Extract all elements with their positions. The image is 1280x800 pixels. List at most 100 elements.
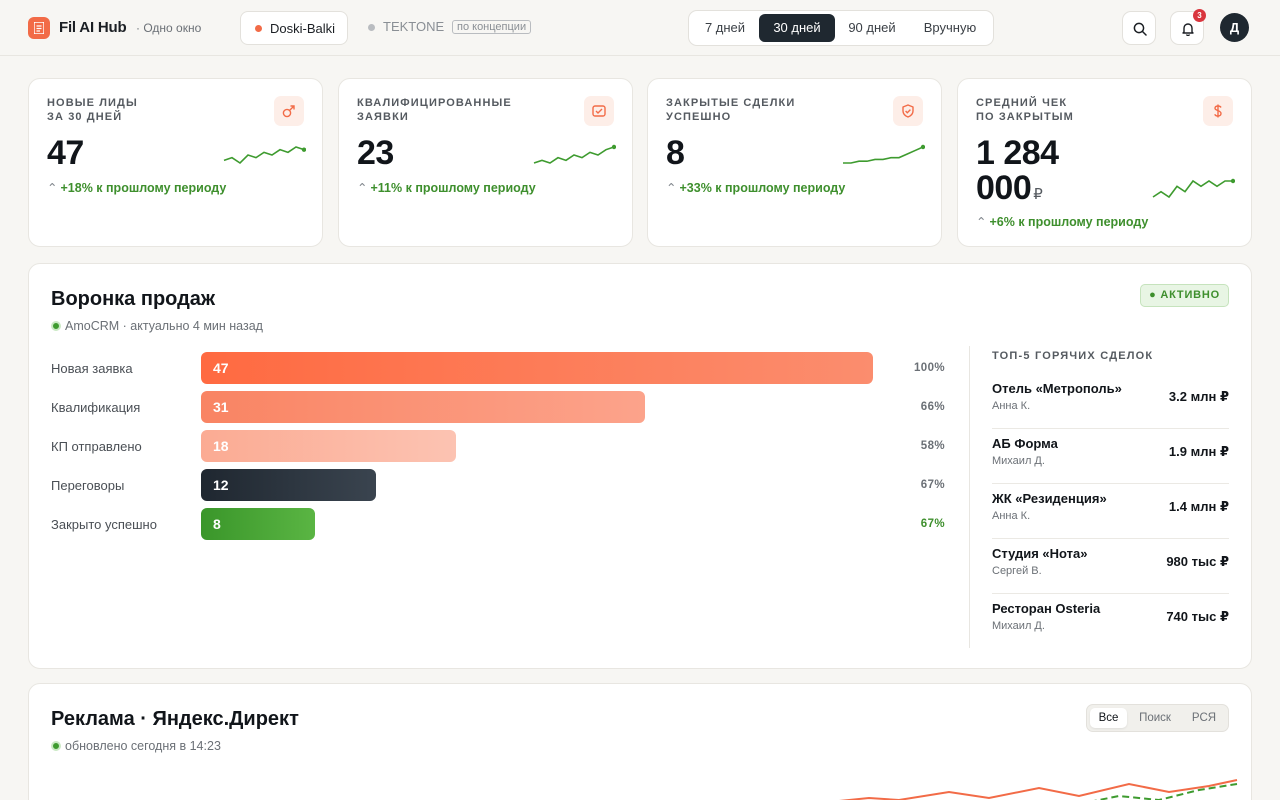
kpi-card-closed-deals[interactable]: Закрытые сделки успешно 8 ⌃ +33% к прошлом…: [647, 78, 942, 247]
kpi-sparkline: [1152, 178, 1235, 199]
client-name: TEKTONE: [383, 19, 445, 34]
bar-value: 18: [213, 438, 229, 454]
funnel-bar-new[interactable]: 47: [201, 352, 873, 384]
top-bar: Fil AI Hub · Одно окно Doski-Balki TEKTO…: [0, 0, 1280, 56]
deal-name: Ресторан Osteria: [992, 601, 1101, 616]
period-switcher: 7 дней 30 дней 90 дней Вручную: [688, 10, 994, 46]
sparkline-endpoint: [920, 144, 925, 150]
document-icon: [34, 22, 44, 34]
stage-label: Квалификация: [51, 400, 141, 415]
kpi-delta: ⌃ +11% к прошлому периоду: [357, 181, 536, 195]
deal-name: Отель «Метрополь»: [992, 381, 1122, 396]
dollar-icon: [1214, 104, 1222, 118]
stage-label: КП отправлено: [51, 439, 142, 454]
funnel-bar-closed-won[interactable]: 8: [201, 508, 315, 540]
deal-name: ЖК «Резиденция»: [992, 491, 1107, 506]
kpi-card-qualified[interactable]: Квалифицированные заявки 23 ⌃ +11% к прошл…: [338, 78, 633, 247]
period-30-days[interactable]: 30 дней: [759, 14, 835, 42]
stage-label: Переговоры: [51, 478, 125, 493]
tab-all[interactable]: Все: [1090, 708, 1127, 728]
kpi-sparkline: [223, 146, 306, 165]
kpi-title: Новые лиды за 30 дней: [47, 97, 138, 123]
check-square-icon: [592, 105, 606, 117]
kpi-value: 23: [357, 134, 394, 172]
deal-row[interactable]: АБ Форма Михаил Д. 1.9 млн ₽: [992, 429, 1229, 484]
deal-sum: 980 тыс ₽: [1166, 554, 1229, 569]
stage-label: Закрыто успешно: [51, 517, 157, 532]
bar-value: 12: [213, 477, 229, 493]
kpi-title: Квалифицированные заявки: [357, 97, 512, 123]
ads-card: Реклама · Яндекс.Директ обновлено сегодн…: [28, 683, 1252, 800]
client-selector-active[interactable]: Doski-Balki: [240, 11, 348, 45]
ads-line-spend: [838, 779, 1238, 800]
sales-funnel-card: Воронка продаж AmoCRM · актуально 4 мин …: [28, 263, 1252, 669]
notifications-badge: 3: [1193, 9, 1206, 22]
funnel-bar-negotiation[interactable]: 12: [201, 469, 376, 501]
period-90-days[interactable]: 90 дней: [848, 20, 896, 35]
sparkline-path: [1152, 179, 1233, 199]
divider: [969, 346, 970, 648]
sync-status-dot: [51, 741, 61, 751]
kpi-sparkline: [533, 144, 616, 164]
stage-conversion: 67%: [920, 479, 945, 491]
funnel-bar-qualification[interactable]: 31: [201, 391, 645, 423]
tab-search[interactable]: Поиск: [1139, 712, 1171, 724]
search-button[interactable]: [1122, 11, 1156, 45]
search-icon: [1133, 22, 1147, 36]
deal-row[interactable]: Студия «Нота» Сергей В. 980 тыс ₽: [992, 539, 1229, 594]
kpi-value-line1: 1 284: [976, 134, 1059, 172]
bell-icon: [1182, 23, 1194, 36]
kpi-icon-box: [1203, 96, 1233, 126]
trend-up-icon: ⌃: [357, 181, 368, 195]
deal-row[interactable]: ЖК «Резиденция» Анна К. 1.4 млн ₽: [992, 484, 1229, 539]
trend-up-icon: ⌃: [666, 181, 677, 195]
client-tag: по концепции: [452, 20, 532, 34]
sync-status-dot: [51, 321, 61, 331]
tab-rsya[interactable]: РСЯ: [1191, 712, 1217, 724]
stage-conversion: 67%: [920, 518, 945, 530]
client-status-dot: [255, 25, 262, 32]
sparkline-path: [843, 146, 924, 164]
kpi-value: 47: [47, 134, 84, 172]
deal-manager: Анна К.: [992, 510, 1031, 522]
deal-sum: 740 тыс ₽: [1166, 609, 1229, 624]
top-deals-title: Топ-5 горячих сделок: [992, 350, 1154, 362]
deal-sum: 1.9 млн ₽: [1168, 444, 1229, 459]
sparkline-endpoint: [301, 147, 306, 152]
ads-channel-switcher: Все Поиск РСЯ: [1086, 704, 1229, 732]
sparkline-endpoint: [611, 144, 616, 150]
period-custom[interactable]: Вручную: [923, 20, 977, 35]
bar-value: 47: [213, 360, 229, 376]
deal-name: Студия «Нота»: [992, 546, 1088, 561]
period-7-days[interactable]: 7 дней: [704, 20, 746, 35]
funnel-source: AmoCRM · актуально 4 мин назад: [51, 319, 263, 333]
kpi-card-average-check[interactable]: Средний чек по закрытым 1 284 000 ₽ ⌃ +6% к…: [957, 78, 1252, 247]
deal-sum: 3.2 млн ₽: [1168, 389, 1229, 404]
kpi-value-line2: 000 ₽: [976, 169, 1043, 207]
deal-sum: 1.4 млн ₽: [1168, 499, 1229, 514]
notifications-button[interactable]: 3: [1170, 9, 1206, 45]
app-logo[interactable]: [28, 17, 50, 39]
trend-up-icon: ⌃: [47, 181, 58, 195]
deal-row[interactable]: Ресторан Osteria Михаил Д. 740 тыс ₽: [992, 594, 1229, 649]
sparkline-path: [533, 146, 615, 164]
status-badge: ● АКТИВНО: [1140, 284, 1229, 307]
shield-check-icon: [902, 104, 914, 118]
sparkline-path: [223, 146, 305, 165]
deal-manager: Михаил Д.: [992, 620, 1045, 632]
client-status-dot: [368, 24, 375, 31]
deal-manager: Михаил Д.: [992, 455, 1045, 467]
kpi-delta: ⌃ +33% к прошлому периоду: [666, 181, 846, 195]
brand-name: Fil AI Hub: [59, 19, 127, 36]
kpi-card-new-leads[interactable]: Новые лиды за 30 дней 47 ⌃ +18% к прошлому…: [28, 78, 323, 247]
funnel-bar-proposal[interactable]: 18: [201, 430, 456, 462]
user-avatar[interactable]: Д: [1220, 13, 1249, 42]
deal-manager: Сергей В.: [992, 565, 1042, 577]
brand-subtitle: · Одно окно: [136, 21, 202, 35]
kpi-value: 8: [666, 134, 685, 172]
deal-row[interactable]: Отель «Метрополь» Анна К. 3.2 млн ₽: [992, 374, 1229, 429]
kpi-sparkline: [843, 144, 925, 164]
arrow-up-right-icon: [282, 105, 295, 118]
currency-symbol: ₽: [1033, 186, 1043, 203]
stage-label: Новая заявка: [51, 361, 133, 376]
